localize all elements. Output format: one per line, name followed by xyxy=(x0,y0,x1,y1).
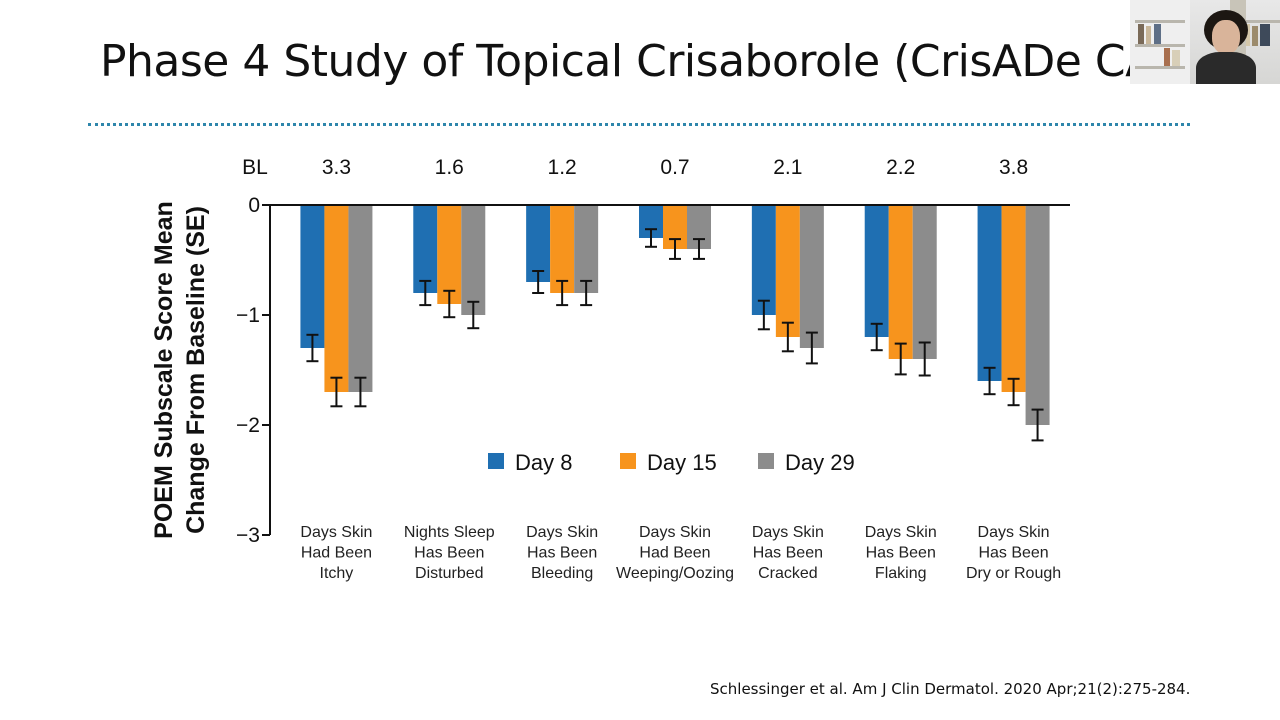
legend: Day 8 Day 15 Day 29 xyxy=(488,450,855,475)
legend-label: Day 29 xyxy=(785,450,855,475)
y-axis-title-line-2: Change From Baseline (SE) xyxy=(182,206,210,534)
error-bar xyxy=(532,270,545,294)
x-category-label: Days Skin xyxy=(526,524,598,541)
bars-layer xyxy=(300,205,1050,425)
x-category-label: Had Been xyxy=(639,545,710,562)
error-bar xyxy=(805,331,818,365)
x-category-label: Cracked xyxy=(758,565,818,582)
error-bar xyxy=(330,376,343,408)
citation: Schlessinger et al. Am J Clin Dermatol. … xyxy=(710,680,1191,698)
bar-day-29 xyxy=(461,205,486,315)
x-category-label: Has Been xyxy=(866,545,936,562)
baseline-value: 1.2 xyxy=(548,156,577,179)
bar-day-15 xyxy=(437,205,462,304)
baseline-header: BL xyxy=(242,156,268,179)
error-bar xyxy=(645,228,657,248)
y-tick-label: −3 xyxy=(236,524,260,547)
error-bar xyxy=(870,322,883,352)
error-bar xyxy=(354,376,367,408)
bar-day-8 xyxy=(751,205,776,315)
x-category-label: Bleeding xyxy=(531,565,593,582)
x-category-label: Days Skin xyxy=(978,524,1050,541)
error-bar xyxy=(757,299,770,331)
y-axis-title: POEM Subscale Score Mean Change From Bas… xyxy=(150,201,210,539)
error-bar xyxy=(580,279,593,307)
webcam-video-thumbnail xyxy=(1130,0,1280,84)
error-bar xyxy=(669,238,681,260)
x-category-label: Weeping/Oozing xyxy=(616,565,734,582)
x-category-label: Nights Sleep xyxy=(404,524,495,541)
axes-layer xyxy=(262,204,1070,536)
bar-day-15 xyxy=(324,205,349,392)
error-bar xyxy=(419,279,432,307)
x-category-label: Has Been xyxy=(527,545,597,562)
error-bar xyxy=(894,342,907,376)
bar-day-29 xyxy=(912,205,937,359)
y-tick-label: −1 xyxy=(236,304,260,327)
legend-label: Day 15 xyxy=(647,450,717,475)
x-category-label: Days Skin xyxy=(300,524,372,541)
title-divider xyxy=(88,123,1190,126)
error-bar xyxy=(693,238,705,260)
error-bar xyxy=(467,300,480,330)
bar-day-8 xyxy=(413,205,438,293)
x-category-label: Flaking xyxy=(875,565,927,582)
bar-day-15 xyxy=(888,205,913,359)
baseline-value: 1.6 xyxy=(435,156,464,179)
legend-label: Day 8 xyxy=(515,450,572,475)
legend-swatch-day-8 xyxy=(488,453,504,469)
y-tick-label: −2 xyxy=(236,414,260,437)
bar-day-8 xyxy=(300,205,325,348)
x-category-label: Has Been xyxy=(414,545,484,562)
y-axis-title-line-1: POEM Subscale Score Mean xyxy=(150,201,178,539)
x-category-label: Days Skin xyxy=(865,524,937,541)
error-bar xyxy=(983,366,996,396)
x-category-label: Dry or Rough xyxy=(966,565,1061,582)
error-bar xyxy=(1007,377,1020,407)
bar-day-29 xyxy=(348,205,373,392)
bar-day-29 xyxy=(1025,205,1050,425)
baseline-value: 3.3 xyxy=(322,156,351,179)
bar-day-29 xyxy=(574,205,599,293)
baseline-value: 2.1 xyxy=(773,156,802,179)
x-category-label: Has Been xyxy=(753,545,823,562)
baseline-value: 2.2 xyxy=(886,156,915,179)
legend-swatch-day-29 xyxy=(758,453,774,469)
error-bar xyxy=(443,289,456,319)
error-bar xyxy=(1031,408,1044,442)
y-tick-label: 0 xyxy=(248,194,260,217)
error-bar xyxy=(781,321,794,353)
error-bars-layer xyxy=(306,228,1044,442)
baseline-value: 3.8 xyxy=(999,156,1028,179)
x-category-label: Had Been xyxy=(301,545,372,562)
bar-day-8 xyxy=(864,205,889,337)
bar-day-15 xyxy=(1001,205,1026,392)
baseline-value: 0.7 xyxy=(660,156,689,179)
x-category-label: Days Skin xyxy=(752,524,824,541)
x-category-label: Disturbed xyxy=(415,565,483,582)
error-bar xyxy=(918,341,931,377)
error-bar xyxy=(306,333,319,363)
error-bar xyxy=(556,279,569,307)
bar-day-8 xyxy=(977,205,1002,381)
x-category-label: Days Skin xyxy=(639,524,711,541)
x-category-label: Has Been xyxy=(978,545,1048,562)
bar-day-29 xyxy=(799,205,824,348)
x-category-label: Itchy xyxy=(320,565,354,582)
labels-layer: 0 −1 −2 −3 BL 3.3 Days Skin Had Been Itchy 1.6 Nig… xyxy=(236,156,1061,582)
bar-day-8 xyxy=(526,205,551,282)
slide-title: Phase 4 Study of Topical Crisaborole (Cr… xyxy=(100,36,1270,87)
bar-day-15 xyxy=(550,205,575,293)
legend-swatch-day-15 xyxy=(620,453,636,469)
bar-day-15 xyxy=(775,205,800,337)
